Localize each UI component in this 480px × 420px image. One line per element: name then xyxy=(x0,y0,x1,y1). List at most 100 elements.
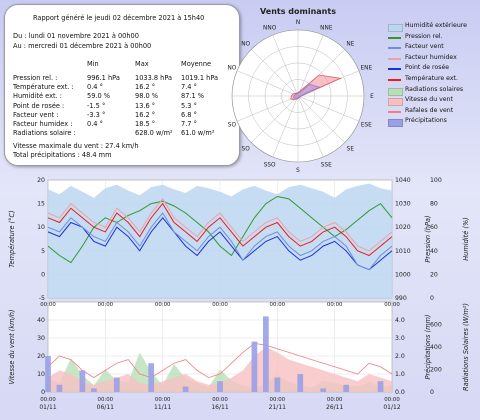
facteur-humidex-line xyxy=(47,198,393,252)
rose-direction-label: NO xyxy=(241,42,250,48)
summary-avg: 7.7 ° xyxy=(181,120,197,128)
summary-min: -3.3 ° xyxy=(87,110,106,119)
y-tick-precipitation: 4.0 xyxy=(395,317,405,324)
legend-item: Température ext. xyxy=(388,75,474,84)
period-to: Au : mercredi 01 décembre 2021 à 00h00 xyxy=(13,42,152,50)
x-time-label: 00:00 xyxy=(270,302,286,308)
rose-spoke xyxy=(297,95,345,143)
rose-direction-label: OSO xyxy=(228,122,236,128)
wind-max: Vitesse maximale du vent : 27.4 km/h xyxy=(13,142,139,150)
legend-swatch xyxy=(388,47,401,50)
precipitation-bar xyxy=(91,388,97,392)
precipitation-bar xyxy=(148,363,155,392)
summary-label: Facteur vent : xyxy=(13,110,59,119)
legend-label: Facteur vent xyxy=(405,43,444,51)
summary-avg: 7.4 ° xyxy=(181,83,197,92)
summary-min: 996.1 hPa xyxy=(87,74,120,82)
legend-item: Rafales de vent xyxy=(388,107,474,116)
rose-spoke xyxy=(272,95,299,158)
period-from: Du : lundi 01 novembre 2021 à 00h00 xyxy=(13,32,139,40)
rose-spoke xyxy=(236,95,299,122)
x-time-label: 00:00 xyxy=(155,302,171,308)
x-time-label: 00:00 xyxy=(212,302,228,308)
radiation-axis-title: Radiations Solaires (W/m²) xyxy=(462,303,470,391)
precipitation-bar xyxy=(377,381,384,392)
precipitation-bar xyxy=(56,384,63,392)
col-max-header: Max xyxy=(135,60,149,68)
x-date-label: 01/12 xyxy=(383,404,400,411)
y-tick-temperature: 5 xyxy=(41,248,45,255)
summary-min: 0.4 ° xyxy=(87,120,103,128)
rose-spoke xyxy=(297,95,360,122)
summary-max: 628.0 w/m² xyxy=(135,129,173,138)
wind-rose-chart: Vents dominants N NNE NE ENE E ESE SE SSE S SSO SO O… xyxy=(228,7,374,172)
legend-label: Humidité extérieure xyxy=(405,22,467,29)
y-tick-pressure: 1000 xyxy=(395,271,411,278)
col-avg-header: Moyenne xyxy=(181,60,212,68)
y-tick-wind: 40 xyxy=(37,317,45,324)
x-time-label: 00:00 xyxy=(327,302,343,308)
legend-item: Humidité extérieure xyxy=(388,22,474,32)
legend-swatch xyxy=(388,110,401,113)
y-tick-temperature: 15 xyxy=(37,201,45,208)
temperature-axis-title: Température (°C) xyxy=(8,210,16,267)
legend-swatch xyxy=(388,79,401,81)
rose-spoke xyxy=(272,34,299,97)
x-time-label: 00:00 xyxy=(98,397,114,403)
humidity-area xyxy=(48,183,392,298)
y-tick-wind: 30 xyxy=(37,335,45,342)
legend-swatch xyxy=(388,98,403,107)
summary-avg: 87.1 % xyxy=(181,92,205,101)
total-precip: Total précipitations : 48.4 mm xyxy=(13,151,112,159)
x-time-label: 00:00 xyxy=(40,397,56,403)
legend-swatch xyxy=(388,119,403,128)
x-date-label: 01/11 xyxy=(39,404,56,411)
legend-item: Radiations solaires xyxy=(388,86,474,96)
wind-axis-title: Vitesse du vent (km/h) xyxy=(8,309,16,384)
legend-swatch xyxy=(388,87,403,96)
summary-avg: 6.8 ° xyxy=(181,110,197,119)
rose-title: Vents dominants xyxy=(260,7,336,16)
pressure-axis-title: Pression (hPa) xyxy=(424,215,432,262)
x-time-label: 00:00 xyxy=(384,302,400,308)
y-tick-pressure: 1020 xyxy=(395,224,411,231)
summary-min: 59.0 % xyxy=(87,92,111,101)
summary-min: 0.4 ° xyxy=(87,83,103,92)
rose-spoke xyxy=(297,95,324,158)
precipitation-axis-title: Précipitations (mm) xyxy=(424,315,432,380)
summary-max: 16.2 ° xyxy=(135,83,156,92)
legend-item: Pression rel. xyxy=(388,33,474,42)
x-date-label: 21/11 xyxy=(269,404,286,411)
rose-spoke xyxy=(297,34,324,97)
y-tick-pressure: 1010 xyxy=(395,248,411,255)
humidity-axis-title: Humidité (%) xyxy=(462,217,470,261)
summary-max: 16.2 ° xyxy=(135,110,156,119)
precipitation-bar xyxy=(45,356,51,392)
precipitation-bar xyxy=(297,374,304,392)
legend-label: Pression rel. xyxy=(405,32,443,40)
legend-item: Facteur vent xyxy=(388,43,474,52)
rose-direction-label: ESE xyxy=(361,122,372,128)
y-tick-temperature: 0 xyxy=(41,271,45,278)
summary-label: Point de rosée : xyxy=(13,101,65,110)
summary-max: 13.6 ° xyxy=(135,101,156,110)
precipitation-bar xyxy=(79,370,86,392)
y-tick-pressure: 990 xyxy=(395,295,407,302)
y-tick-precipitation: 0.0 xyxy=(395,389,405,396)
y-tick-humidity: 80 xyxy=(430,201,438,208)
y-tick-pressure: 1040 xyxy=(395,177,411,184)
legend-label: Précipitations xyxy=(405,117,447,125)
legend-swatch xyxy=(388,68,401,71)
y-tick-humidity: 100 xyxy=(430,177,442,184)
wind-speed-area xyxy=(48,347,392,392)
summary-avg: 5.3 ° xyxy=(181,101,197,110)
y-tick-wind: 20 xyxy=(37,353,45,360)
y-tick-humidity: 0 xyxy=(430,295,434,302)
rose-spoke xyxy=(251,95,299,143)
legend-item: Précipitations xyxy=(388,117,474,128)
summary-max: 98.0 % xyxy=(135,92,159,101)
legend-item: Point de rosée xyxy=(388,64,474,73)
rose-direction-label: ONO xyxy=(228,66,237,72)
summary-panel: Rapport généré le jeudi 02 décembre 2021… xyxy=(4,4,240,166)
x-time-label: 00:00 xyxy=(327,397,343,403)
